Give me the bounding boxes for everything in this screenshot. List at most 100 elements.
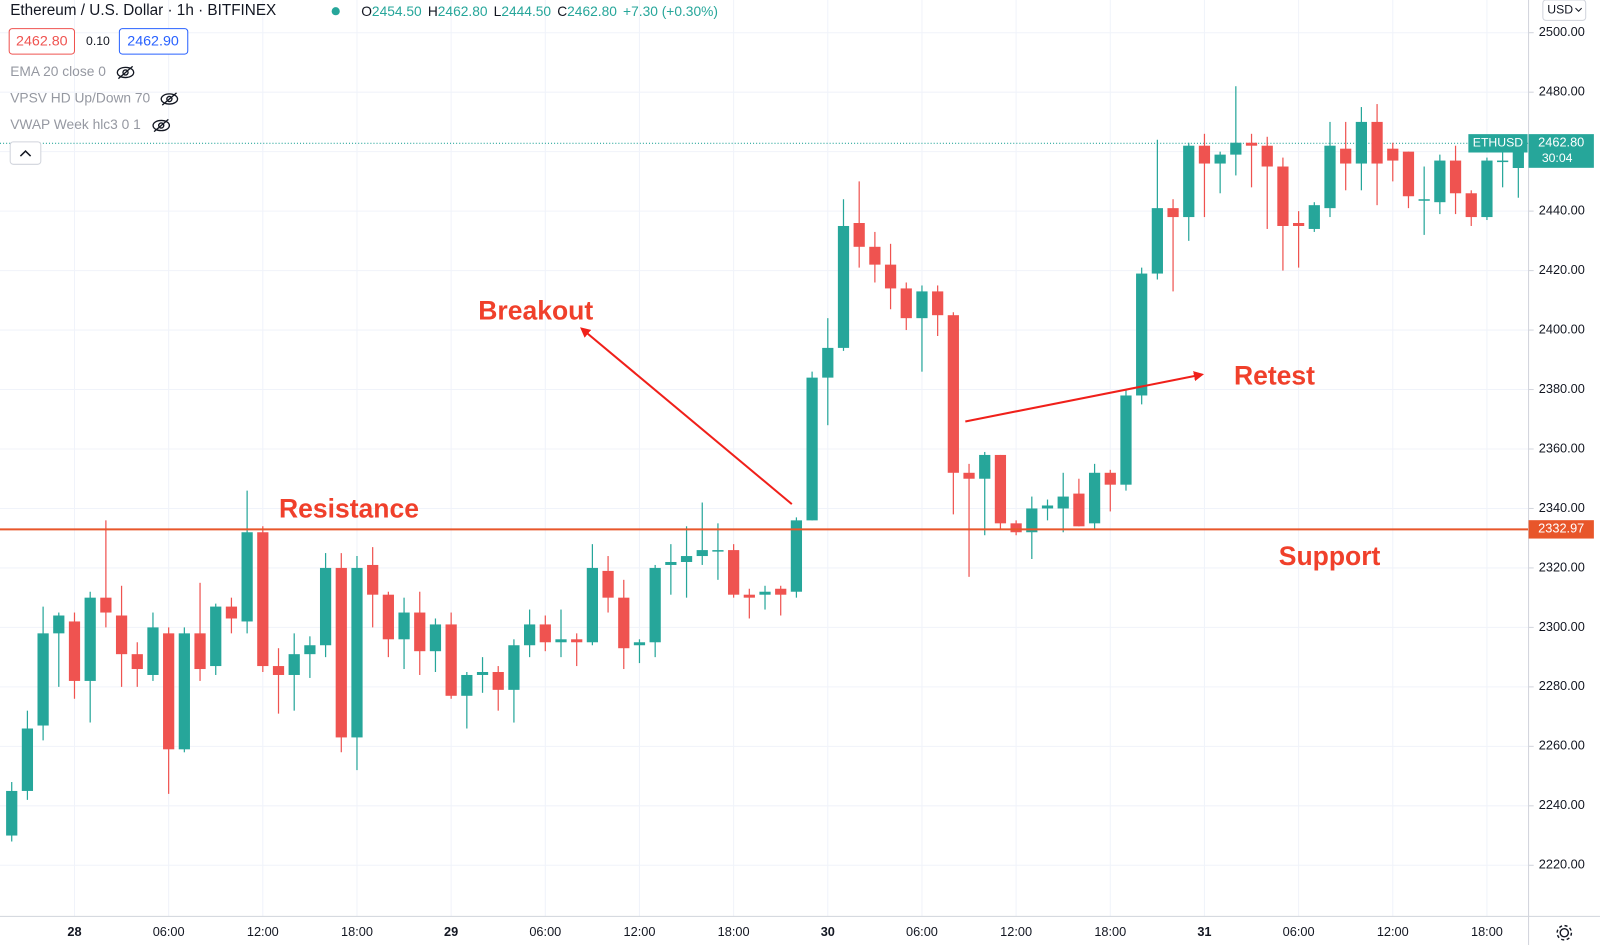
candle-body bbox=[994, 454, 1007, 524]
ohlc-label: H bbox=[428, 4, 438, 19]
annotation: Support bbox=[1279, 541, 1381, 571]
candle-body bbox=[1151, 208, 1163, 274]
countdown: 30:04 bbox=[1542, 151, 1573, 165]
y-tick-label: 2480.00 bbox=[1539, 84, 1585, 99]
candle-body bbox=[1183, 145, 1195, 218]
candle-body bbox=[272, 666, 285, 675]
candle-body bbox=[21, 728, 34, 791]
symbol-label: ETHUSD bbox=[1473, 136, 1523, 150]
symbol-box bbox=[1468, 134, 1528, 153]
indicator: EMA 20 close 0 bbox=[10, 64, 106, 79]
candle-body bbox=[163, 633, 175, 750]
candle-body bbox=[1073, 493, 1085, 527]
x-tick-label: 12:00 bbox=[1377, 924, 1409, 939]
candle-body bbox=[555, 639, 567, 643]
last-price-box bbox=[1528, 134, 1594, 168]
eye-off-icon[interactable] bbox=[152, 118, 171, 133]
candle-body bbox=[382, 594, 394, 640]
candle-body bbox=[539, 624, 551, 643]
ohlc-value: 2444.50 bbox=[501, 4, 551, 19]
x-tick-label: 18:00 bbox=[341, 924, 373, 939]
candle-body bbox=[1088, 472, 1101, 524]
candle-body bbox=[665, 561, 677, 565]
candle-body bbox=[1261, 145, 1273, 167]
dropdown-icon bbox=[1575, 7, 1582, 12]
ohlc: O2454.50 H2462.80 L2444.50 C2462.80 +7.30 (+… bbox=[361, 4, 718, 19]
candle-body bbox=[1120, 395, 1132, 485]
candle-body bbox=[1418, 199, 1430, 201]
candle-body bbox=[822, 347, 834, 378]
candle-body bbox=[571, 639, 583, 643]
eye-off-icon[interactable] bbox=[160, 92, 179, 106]
y-tick-label: 2220.00 bbox=[1539, 857, 1585, 872]
candle-body bbox=[900, 288, 912, 319]
arrow bbox=[965, 371, 1205, 423]
x-tick-label: 06:00 bbox=[906, 924, 938, 939]
candles bbox=[0, 86, 1529, 842]
candle-body bbox=[1512, 143, 1524, 169]
candle-body bbox=[335, 567, 347, 738]
candle-body bbox=[131, 654, 143, 670]
candle-body bbox=[304, 645, 316, 655]
x-tick-label: 18:00 bbox=[1094, 924, 1126, 939]
y-tick-label: 2300.00 bbox=[1539, 619, 1585, 634]
bid-box[interactable] bbox=[8, 28, 75, 55]
y-tick-label: 2260.00 bbox=[1539, 738, 1585, 753]
candle-body bbox=[476, 672, 489, 675]
candle-body bbox=[712, 550, 724, 552]
candle-body bbox=[1481, 160, 1493, 218]
candle-body bbox=[1355, 121, 1367, 164]
candle-body bbox=[743, 594, 755, 598]
candle-body bbox=[37, 633, 49, 726]
x-tick-label: 12:00 bbox=[624, 924, 656, 939]
eye-off-icon[interactable] bbox=[116, 65, 135, 80]
candle-body bbox=[837, 225, 850, 348]
header: Ethereum / U.S. Dollar · 1h · BITFINEX bbox=[10, 2, 276, 19]
candle-body bbox=[1167, 208, 1179, 218]
y-tick-label: 2500.00 bbox=[1539, 24, 1585, 39]
hidden-icons bbox=[116, 65, 179, 133]
candle-body bbox=[53, 615, 65, 634]
candle-body bbox=[979, 454, 991, 479]
chevron-icon bbox=[19, 149, 32, 157]
y-tick-label: 2420.00 bbox=[1539, 262, 1585, 277]
candle-body bbox=[241, 532, 253, 622]
annotation: Breakout bbox=[478, 295, 593, 325]
candle-body bbox=[932, 291, 944, 316]
y-tick-label: 2360.00 bbox=[1539, 440, 1585, 455]
x-tick-label: 18:00 bbox=[718, 924, 750, 939]
candle-body bbox=[414, 612, 426, 652]
candle-body bbox=[1230, 142, 1242, 155]
ohlc-value: 2462.80 bbox=[567, 4, 617, 19]
x-tick-label: 06:00 bbox=[153, 924, 185, 939]
candle-body bbox=[84, 597, 96, 681]
candle-body bbox=[508, 645, 520, 690]
level-label: 2332.97 bbox=[1538, 521, 1584, 536]
ohlc-label: L bbox=[494, 4, 502, 19]
candle-body bbox=[492, 672, 504, 690]
settings-icon[interactable] bbox=[1556, 924, 1573, 941]
x-tick-label: 29 bbox=[444, 924, 458, 939]
candle-body bbox=[1057, 496, 1069, 509]
candle-body bbox=[586, 567, 598, 643]
candle-body bbox=[461, 674, 473, 696]
indicator: VWAP Week hlc3 0 1 bbox=[10, 117, 141, 132]
candle-body bbox=[649, 567, 661, 643]
candle-body bbox=[1449, 160, 1462, 194]
candle-body bbox=[1026, 508, 1038, 533]
currency: USD bbox=[1547, 2, 1573, 16]
y-tick-label: 2380.00 bbox=[1539, 381, 1585, 396]
candle-body bbox=[68, 621, 81, 681]
candle-body bbox=[429, 624, 442, 652]
y-tick-label: 2340.00 bbox=[1539, 500, 1585, 515]
last-price-label: 2462.80 bbox=[1538, 135, 1584, 150]
ask-box[interactable] bbox=[118, 28, 189, 55]
candle-body bbox=[1198, 145, 1211, 164]
candle-body bbox=[1136, 273, 1148, 396]
x-tick-label: 30 bbox=[821, 924, 835, 939]
currency-button[interactable] bbox=[1542, 0, 1587, 21]
collapse-button[interactable] bbox=[9, 141, 42, 165]
candle-body bbox=[445, 624, 457, 696]
annotation: Retest bbox=[1234, 361, 1315, 391]
